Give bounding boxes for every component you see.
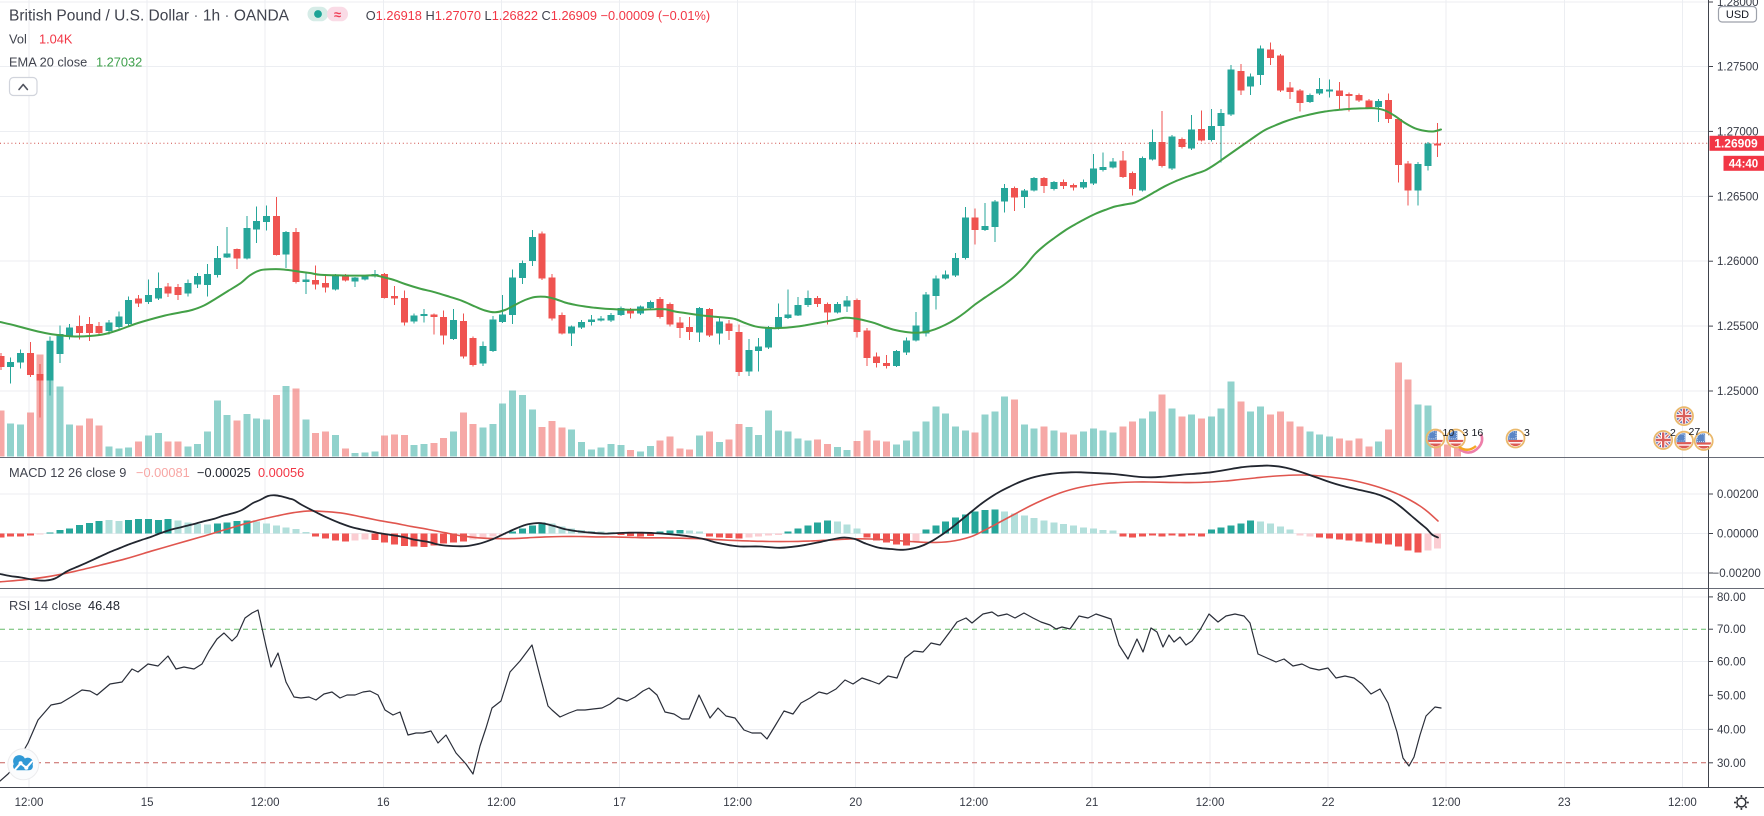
svg-text:27: 27 xyxy=(1689,426,1701,438)
svg-text:0.00000: 0.00000 xyxy=(1717,529,1759,541)
svg-text:12:00: 12:00 xyxy=(15,797,44,809)
svg-text:EMA 20 close: EMA 20 close xyxy=(9,55,87,70)
svg-text:2: 2 xyxy=(1670,427,1676,439)
svg-text:O1.26918 H1.27070 L1.26822 C1.: O1.26918 H1.27070 L1.26822 C1.26909 −0.0… xyxy=(366,8,710,23)
svg-text:−0.00025: −0.00025 xyxy=(197,465,251,480)
svg-text:RSI 14 close: RSI 14 close xyxy=(9,598,82,613)
svg-text:22: 22 xyxy=(1322,797,1335,809)
svg-text:46.48: 46.48 xyxy=(88,598,120,613)
svg-text:80.00: 80.00 xyxy=(1717,592,1746,604)
svg-text:12:00: 12:00 xyxy=(1196,797,1225,809)
svg-text:44:40: 44:40 xyxy=(1729,159,1758,171)
svg-text:60.00: 60.00 xyxy=(1717,657,1746,669)
svg-text:17: 17 xyxy=(613,797,626,809)
svg-text:20: 20 xyxy=(849,797,862,809)
svg-text:1.27000: 1.27000 xyxy=(1717,126,1759,138)
svg-text:12:00: 12:00 xyxy=(1668,797,1697,809)
svg-text:MACD 12 26 close 9: MACD 12 26 close 9 xyxy=(9,465,126,480)
svg-text:12:00: 12:00 xyxy=(723,797,752,809)
svg-text:1.04K: 1.04K xyxy=(39,32,73,47)
svg-text:10: 10 xyxy=(1443,427,1455,439)
svg-text:12:00: 12:00 xyxy=(251,797,280,809)
svg-text:0.00200: 0.00200 xyxy=(1717,489,1759,501)
svg-text:23: 23 xyxy=(1558,797,1571,809)
svg-text:1.28000: 1.28000 xyxy=(1717,0,1759,9)
svg-text:≈: ≈ xyxy=(334,7,341,22)
svg-text:12:00: 12:00 xyxy=(487,797,516,809)
svg-text:40.00: 40.00 xyxy=(1717,724,1746,736)
svg-text:70.00: 70.00 xyxy=(1717,624,1746,636)
svg-text:−0.00200: −0.00200 xyxy=(1713,568,1761,580)
svg-text:0.00056: 0.00056 xyxy=(258,465,304,480)
svg-text:16: 16 xyxy=(1472,427,1484,439)
svg-text:Vol: Vol xyxy=(9,32,27,47)
svg-text:3: 3 xyxy=(1463,427,1469,439)
svg-text:12:00: 12:00 xyxy=(959,797,988,809)
svg-text:50.00: 50.00 xyxy=(1717,690,1746,702)
svg-text:3: 3 xyxy=(1524,427,1530,439)
svg-text:1.26500: 1.26500 xyxy=(1717,191,1759,203)
svg-text:1.26000: 1.26000 xyxy=(1717,256,1759,268)
svg-text:British Pound / U.S. Dollar ·: British Pound / U.S. Dollar · 1h · OANDA xyxy=(9,8,290,25)
svg-text:1.27032: 1.27032 xyxy=(96,55,142,70)
svg-text:12:00: 12:00 xyxy=(1432,797,1461,809)
svg-text:1.25500: 1.25500 xyxy=(1717,321,1759,333)
svg-text:USD: USD xyxy=(1726,9,1749,21)
svg-text:16: 16 xyxy=(377,797,390,809)
svg-text:1.25000: 1.25000 xyxy=(1717,386,1759,398)
svg-text:−0.00081: −0.00081 xyxy=(136,465,190,480)
svg-text:30.00: 30.00 xyxy=(1717,758,1746,770)
svg-text:1.26909: 1.26909 xyxy=(1714,136,1758,150)
svg-text:1.27500: 1.27500 xyxy=(1717,62,1759,74)
svg-text:15: 15 xyxy=(141,797,154,809)
svg-text:21: 21 xyxy=(1086,797,1099,809)
